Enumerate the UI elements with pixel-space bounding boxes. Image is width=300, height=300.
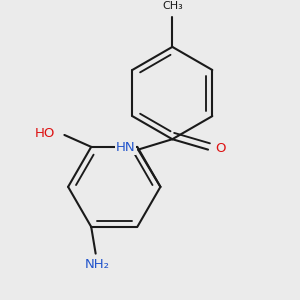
Text: CH₃: CH₃ <box>162 1 183 11</box>
Text: HN: HN <box>116 141 135 154</box>
Text: O: O <box>215 142 226 154</box>
Text: NH₂: NH₂ <box>85 258 110 272</box>
Text: HO: HO <box>35 127 56 140</box>
